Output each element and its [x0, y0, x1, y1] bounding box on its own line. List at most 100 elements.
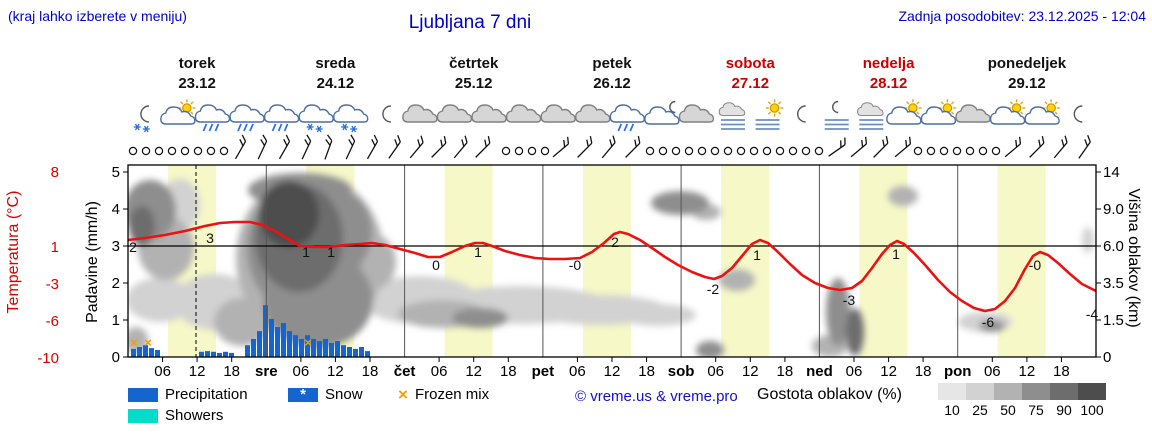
day-date: 28.12	[870, 75, 908, 92]
weather-icon-cloud-rain	[229, 104, 265, 132]
wind-barb-icon	[601, 135, 616, 159]
svg-text:18: 18	[223, 363, 240, 380]
wind-barb-icon	[431, 136, 447, 158]
svg-text:1: 1	[892, 246, 900, 262]
weather-icon-cloud-rain	[194, 104, 231, 132]
svg-text:9.0: 9.0	[1103, 201, 1124, 218]
weather-icon-cloud	[471, 104, 507, 123]
wind-row	[128, 134, 1091, 160]
svg-text:2: 2	[611, 234, 619, 250]
wind-barb-icon	[850, 136, 868, 158]
wind-barb-icon	[301, 134, 312, 160]
weather-icon-fog-moon	[824, 100, 849, 130]
wind-barb-icon	[366, 134, 379, 160]
wind-calm-icon	[193, 146, 203, 156]
snow-swatch: *	[288, 387, 318, 402]
svg-text:3: 3	[206, 230, 214, 246]
wind-barb-icon	[1078, 135, 1091, 159]
day-gridlines	[265, 165, 959, 357]
svg-text:18: 18	[777, 363, 794, 380]
svg-text:18: 18	[915, 363, 932, 380]
wind-calm-icon	[749, 146, 759, 156]
weather-icon-sun-cloud	[1024, 99, 1060, 125]
weather-icon-cloud-snow	[333, 104, 369, 133]
wind-calm-icon	[180, 146, 190, 156]
svg-text:ned: ned	[806, 363, 833, 380]
density-cell-50	[994, 383, 1022, 400]
day-date: 29.12	[1008, 75, 1046, 92]
wind-calm-icon	[658, 146, 668, 156]
svg-text:1.5: 1.5	[1103, 312, 1124, 329]
svg-text:1: 1	[753, 247, 761, 263]
svg-text:06: 06	[569, 363, 586, 380]
weather-icons-row	[133, 99, 1083, 133]
wind-barb-icon	[453, 135, 468, 159]
frozen-mix-marks: × × ×	[130, 335, 312, 350]
day-name: petek	[592, 55, 632, 72]
svg-text:06: 06	[293, 363, 310, 380]
cloud-density-label: Gostota oblakov (%)	[757, 386, 902, 403]
svg-text:-10: -10	[37, 350, 59, 367]
svg-text:12: 12	[1019, 363, 1036, 380]
weather-icon-cloud	[505, 104, 542, 123]
day-headers: torek 23.12 sreda 24.12 četrtek 25.12 petek 26.…	[178, 55, 1066, 92]
wind-calm-icon	[128, 146, 138, 156]
weather-icon-cloud	[575, 104, 611, 123]
wind-barb-icon	[625, 136, 641, 158]
frozen-mix-label: Frozen mix	[414, 386, 490, 403]
day-name: sreda	[315, 55, 356, 72]
svg-text:×: ×	[130, 335, 138, 350]
svg-text:×: ×	[304, 335, 312, 350]
wind-calm-icon	[645, 146, 655, 156]
wind-barb-icon	[1053, 135, 1068, 159]
svg-text:-6: -6	[46, 313, 59, 330]
wind-calm-icon	[723, 146, 733, 156]
weather-icon-sun-cloud	[886, 99, 922, 125]
weather-icon-cloud	[402, 104, 438, 123]
weather-icon-moon	[382, 105, 391, 123]
wind-calm-icon	[788, 146, 798, 156]
day-date: 26.12	[593, 75, 631, 92]
svg-text:18: 18	[362, 363, 379, 380]
cloud-density-scale	[938, 383, 1106, 400]
showers-label: Showers	[165, 407, 224, 424]
svg-text:06: 06	[984, 363, 1001, 380]
temperature-curve	[128, 220, 1096, 313]
weather-icon-cloud-rain	[263, 104, 300, 132]
x-axis-labels: 06 12 18 06 12 18 sre 06 12 18 čet 06 12 18 pet 06 12 18 s…	[154, 357, 1070, 380]
precipitation-label: Precipitation	[165, 386, 248, 403]
wind-barb-icon	[873, 136, 889, 158]
wind-calm-icon	[736, 146, 746, 156]
weather-icon-moon-snow	[133, 105, 150, 133]
wind-barb-icon	[234, 134, 247, 160]
last-updated: Zadnja posodobitev: 23.12.2025 - 12:04	[898, 8, 1146, 24]
density-cell-100	[1078, 383, 1106, 400]
density-cell-75	[1022, 383, 1050, 400]
day-name: sobota	[726, 55, 776, 72]
wind-barb-icon	[388, 135, 401, 159]
svg-text:×: ×	[144, 335, 152, 350]
legend-frozen-mix: × Frozen mix	[398, 386, 490, 404]
temp-axis-ticks: 8 1 -3 -6 -10	[37, 164, 59, 367]
wind-calm-icon	[978, 146, 988, 156]
wind-calm-icon	[939, 146, 949, 156]
copyright[interactable]: © vreme.us & vreme.pro	[575, 388, 738, 405]
density-value: 100	[1080, 402, 1104, 418]
density-value: 50	[1000, 402, 1016, 418]
weather-icon-sun-cloud	[160, 99, 196, 125]
svg-text:12: 12	[189, 363, 206, 380]
wind-calm-icon	[965, 146, 975, 156]
svg-text:0: 0	[112, 349, 120, 366]
svg-text:1: 1	[112, 312, 120, 329]
location-hint: (kraj lahko izberete v meniju)	[8, 8, 187, 24]
weather-icon-cloud	[678, 104, 715, 123]
svg-text:4: 4	[112, 201, 120, 218]
weather-icon-sun-cloud	[989, 99, 1026, 125]
wind-barb-icon	[475, 136, 491, 158]
svg-text:12: 12	[604, 363, 621, 380]
precipitation-bars	[131, 305, 370, 357]
cloud-density-values: 10 25 50 75 90 100	[938, 402, 1106, 418]
svg-text:12: 12	[742, 363, 759, 380]
wind-calm-icon	[952, 146, 962, 156]
svg-text:čet: čet	[394, 363, 416, 380]
